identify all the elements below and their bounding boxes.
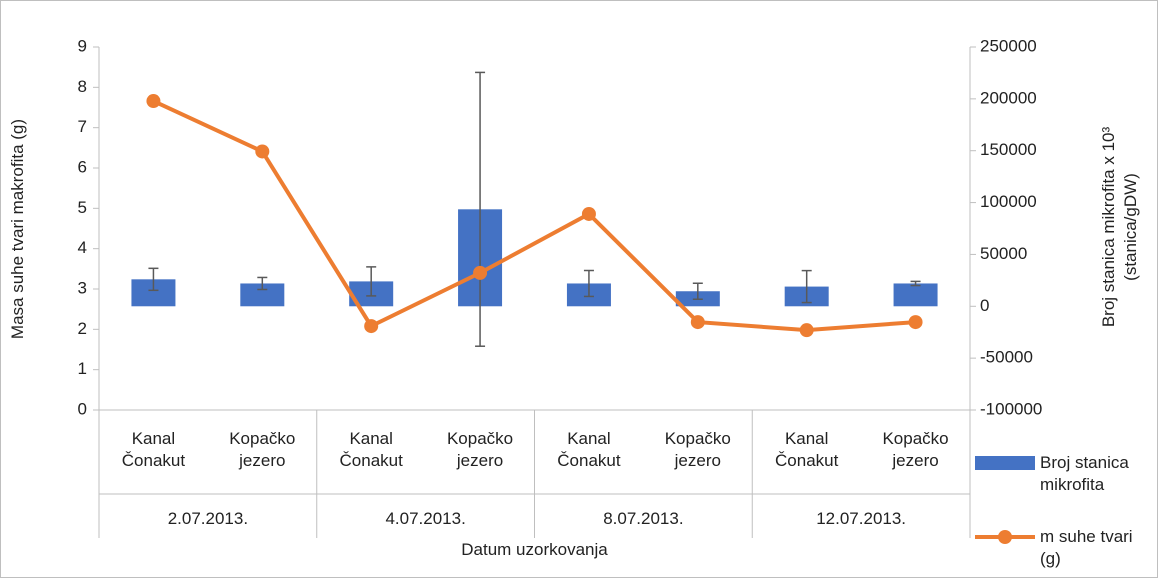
y2-tick-label: 250000: [980, 36, 1037, 55]
legend-label: m suhe tvari (g): [1040, 527, 1133, 568]
y-tick-label: 8: [78, 77, 87, 96]
x-tick-label: Kanal Čonakut: [121, 429, 186, 470]
marker: [799, 323, 814, 338]
bar: [893, 283, 938, 307]
x-tick-label: Kopačko jezero: [446, 429, 514, 470]
x-tick-label: Kanal Čonakut: [557, 429, 621, 470]
x-tick-label: Kopačko jezero: [229, 429, 296, 470]
y-tick-label: 7: [78, 117, 87, 136]
y-axis-title: Masa suhe tvari makrofita (g): [8, 118, 27, 340]
x-axis-title: Datum uzorkovanja: [461, 540, 608, 559]
y-tick-label: 3: [78, 278, 87, 297]
x-group-label: 8.07.2013.: [603, 509, 684, 528]
marker: [908, 315, 923, 330]
y2-tick-label: 0: [980, 296, 989, 315]
x-group-label: 2.07.2013.: [167, 509, 249, 528]
marker: [690, 315, 705, 330]
x-tick-label: Kopačko jezero: [882, 429, 949, 470]
marker: [146, 94, 161, 109]
x-tick-label: Kopačko jezero: [664, 429, 731, 470]
y2-tick-label: 200000: [980, 88, 1037, 107]
marker: [581, 206, 596, 221]
marker: [364, 319, 379, 334]
marker: [473, 265, 488, 280]
y2-tick-label: 50000: [980, 244, 1027, 263]
y-tick-label: 9: [78, 36, 87, 55]
y-tick-label: 5: [78, 198, 87, 217]
legend-swatch: [975, 456, 1035, 470]
legend-swatch: [998, 530, 1012, 544]
y-tick-label: 2: [78, 319, 87, 338]
x-group-label: 12.07.2013.: [816, 509, 907, 528]
line: [152, 99, 916, 333]
y2-tick-label: 100000: [980, 192, 1037, 211]
y2-tick-label: -50000: [980, 348, 1033, 367]
y2-tick-label: -100000: [980, 399, 1042, 418]
y2-tick-label: 150000: [980, 140, 1037, 159]
x-group-label: 4.07.2013.: [385, 509, 466, 528]
legend-label: Broj stanica mikrofita: [1040, 453, 1129, 494]
y-tick-label: 4: [78, 238, 87, 257]
y-tick-label: 6: [78, 157, 87, 176]
y-tick-label: 1: [78, 359, 87, 378]
x-tick-label: Kanal Čonakut: [339, 429, 403, 470]
marker: [255, 144, 270, 159]
y2-axis-title: Broj stanica mikrofita x 10³ (stanica/gD…: [1099, 126, 1140, 328]
bar: [240, 283, 285, 307]
x-tick-label: Kanal Čonakut: [775, 429, 839, 470]
y-tick-label: 0: [78, 399, 87, 418]
